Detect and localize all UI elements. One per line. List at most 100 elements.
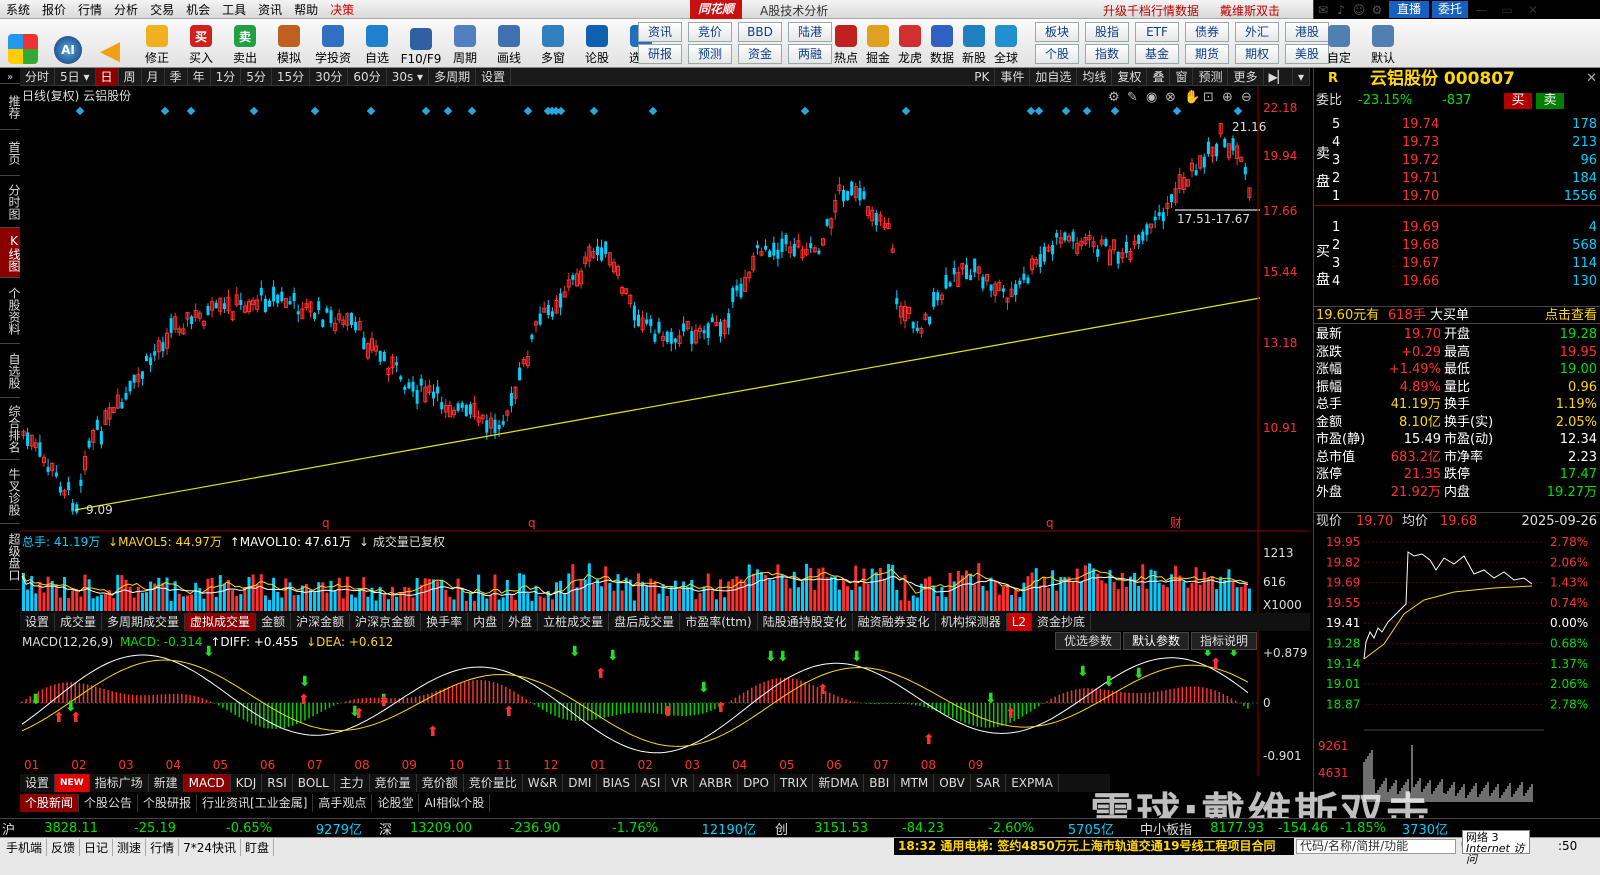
nav-recommend[interactable]: 推荐 — [0, 84, 21, 130]
nav-ranking[interactable]: 综合排名 — [0, 398, 21, 460]
vol-tab-4[interactable]: 金额 — [256, 613, 292, 631]
period-tool-1[interactable]: 事件 — [995, 67, 1031, 86]
entrust-button[interactable]: 委托 — [1432, 1, 1469, 18]
news-tab-2[interactable]: 个股研报 — [138, 794, 198, 812]
toolbar-custom-button[interactable]: 自定 — [1322, 21, 1356, 66]
event-diamond-icon[interactable] — [1233, 106, 1243, 116]
macd-sell-arrow-icon[interactable]: ⬇ — [378, 692, 390, 708]
indicator-tab-21[interactable]: BBI — [864, 774, 896, 792]
event-mark-q3[interactable]: q — [1046, 516, 1054, 530]
toolbar-window-button[interactable]: 多窗 — [533, 21, 573, 66]
close-panel-icon[interactable]: ✕ — [1586, 71, 1597, 86]
promo-link-davis[interactable]: 戴维斯双击 — [1220, 4, 1281, 18]
toolbar-pe-button[interactable]: 数据 — [926, 21, 958, 66]
macd-buy-arrow-icon[interactable]: ⬆ — [298, 692, 310, 708]
period-1min[interactable]: 1分 — [211, 67, 242, 86]
indicator-tab-15[interactable]: ASI — [636, 774, 667, 792]
vol-tab-15[interactable]: 机构探测器 — [936, 613, 1007, 631]
chart-tool-icons[interactable]: ⚙ ✎ ◉ ⊗ ✋ ⊡ ⊕ ⊖ — [1108, 89, 1252, 105]
indicator-tab-6[interactable]: RSI — [262, 774, 293, 792]
vol-tab-5[interactable]: 沪深金额 — [291, 613, 351, 631]
macd-buy-arrow-icon[interactable]: ⬆ — [70, 710, 82, 726]
macd-buy-arrow-icon[interactable]: ⬆ — [662, 704, 674, 720]
toolbar-grid-button[interactable]: 期货 — [1185, 44, 1229, 64]
toolbar-grid-button[interactable]: ETF — [1135, 22, 1179, 42]
intraday-chart[interactable]: 19.95 2.78% 19.82 2.06% 19.69 1.43% 19.55 0.74%… — [1314, 534, 1600, 804]
macd-sell-arrow-icon[interactable]: ⬇ — [1103, 674, 1115, 690]
menu-news[interactable]: 资讯 — [258, 2, 283, 17]
period-30s[interactable]: 30s ▾ — [387, 67, 430, 86]
macd-sell-arrow-icon[interactable]: ⬇ — [299, 674, 311, 690]
toolbar-grid-button[interactable]: 陆港 — [788, 22, 832, 42]
toolbar-grid-button[interactable]: 竞价 — [688, 22, 732, 42]
indicator-tab-1[interactable]: NEW — [55, 774, 90, 792]
indicator-tab-11[interactable]: 竞价量比 — [464, 774, 523, 792]
vol-tab-8[interactable]: 内盘 — [468, 613, 504, 631]
period-5min[interactable]: 5分 — [241, 67, 272, 86]
toolbar-star-button[interactable]: 自选 — [357, 21, 397, 66]
indicator-tab-2[interactable]: 指标广场 — [90, 774, 149, 792]
main-chart-area[interactable]: 日线(复权) 云铝股份 ⚙ ✎ ◉ ⊗ ✋ ⊡ ⊕ ⊖ 17.51-17.67 21.16 9… — [20, 86, 1310, 776]
macd-sell-arrow-icon[interactable]: ⬇ — [30, 692, 42, 708]
mail-icon[interactable]: ✉ — [1317, 2, 1329, 17]
news-tab-0[interactable]: 个股新闻 — [20, 794, 80, 812]
zx-name[interactable]: 中小板指 — [1139, 822, 1192, 838]
toolbar-grid-button[interactable]: 指数 — [1085, 44, 1129, 64]
event-mark-q2[interactable]: q — [528, 516, 536, 530]
chart-tool-icon[interactable]: ⊗ — [1165, 90, 1176, 105]
event-diamond-icon[interactable] — [443, 106, 453, 116]
macd-buy-arrow-icon[interactable]: ⬆ — [353, 706, 365, 722]
period-tool-5[interactable]: 叠 — [1147, 67, 1171, 86]
period-15min[interactable]: 15分 — [272, 67, 311, 86]
menu-quote[interactable]: 报价 — [42, 2, 67, 17]
period-timeshare[interactable]: 分时 — [20, 67, 56, 86]
menu-system[interactable]: 系统 — [6, 2, 31, 17]
sh-name[interactable]: 沪 — [2, 822, 16, 838]
chart-tool-icon[interactable]: ✎ — [1127, 90, 1138, 105]
indicator-tab-5[interactable]: KDJ — [231, 774, 263, 792]
toolbar-grid-button[interactable]: 外汇 — [1235, 22, 1279, 42]
toolbar-grid-button[interactable]: 美股 — [1285, 44, 1329, 64]
vol-tab-17[interactable]: 资金抄底 — [1032, 613, 1092, 631]
vol-tab-6[interactable]: 沪深京金额 — [350, 613, 422, 631]
period-tool-4[interactable]: 复权 — [1112, 67, 1148, 86]
toolbar-grid-button[interactable]: 期权 — [1235, 44, 1279, 64]
promo-link-depth[interactable]: 升级千档行情数据 — [1103, 4, 1200, 18]
event-diamond-icon[interactable] — [160, 106, 170, 116]
indicator-tab-20[interactable]: 新DMA — [813, 774, 865, 792]
macd-sell-arrow-icon[interactable]: ⬇ — [851, 649, 863, 665]
menu-market[interactable]: 行情 — [78, 2, 103, 17]
collapse-icon[interactable]: » — [0, 68, 20, 84]
news-tab-4[interactable]: 高手观点 — [313, 794, 373, 812]
macd-buy-arrow-icon[interactable]: ⬆ — [817, 682, 829, 698]
chart-tool-icon[interactable]: ⊖ — [1241, 90, 1252, 105]
menu-analysis[interactable]: 分析 — [114, 2, 139, 17]
buy-button[interactable]: 买 — [1504, 93, 1532, 109]
chart-tool-icon[interactable]: ◉ — [1146, 90, 1157, 105]
vol-tab-11[interactable]: 盘后成交量 — [609, 613, 681, 631]
period-tool-8[interactable]: 更多 — [1228, 67, 1264, 86]
bid-row[interactable]: 2 19.68 568 — [1314, 237, 1600, 255]
big-order-link[interactable]: 点击查看 — [1544, 308, 1597, 323]
nav-home[interactable]: 首页 — [0, 130, 21, 176]
indicator-tab-24[interactable]: SAR — [971, 774, 1007, 792]
search-input[interactable]: 代码/名称/简拼/功能 — [1296, 839, 1456, 854]
period-tool-0[interactable]: PK — [969, 67, 996, 86]
ai-button[interactable]: AI — [52, 21, 84, 66]
indicator-tab-13[interactable]: DMI — [563, 774, 598, 792]
period-tool-6[interactable]: 窗 — [1170, 67, 1194, 86]
macd-sell-arrow-icon[interactable]: ⬇ — [1077, 664, 1089, 680]
ask-row[interactable]: 5 19.74 178 — [1314, 116, 1600, 134]
vol-tab-10[interactable]: 立桩成交量 — [538, 613, 610, 631]
cy-name[interactable]: 创 — [774, 822, 788, 838]
menu-opportunity[interactable]: 机会 — [186, 2, 211, 17]
expand-icon[interactable]: ▶▏ — [1264, 67, 1293, 86]
macd-sell-arrow-icon[interactable]: ⬇ — [203, 644, 215, 660]
indicator-tab-8[interactable]: 主力 — [335, 774, 370, 792]
bottom-link-0[interactable]: 手机端 — [2, 839, 48, 856]
chart-tool-icon[interactable]: ⊡ — [1203, 90, 1214, 105]
indicator-help-button[interactable]: 指标说明 — [1191, 632, 1258, 650]
indicator-tab-12[interactable]: W&R — [523, 774, 564, 792]
bottom-link-5[interactable]: 7*24快讯 — [179, 839, 241, 856]
news-tab-6[interactable]: AI相似个股 — [419, 794, 491, 812]
